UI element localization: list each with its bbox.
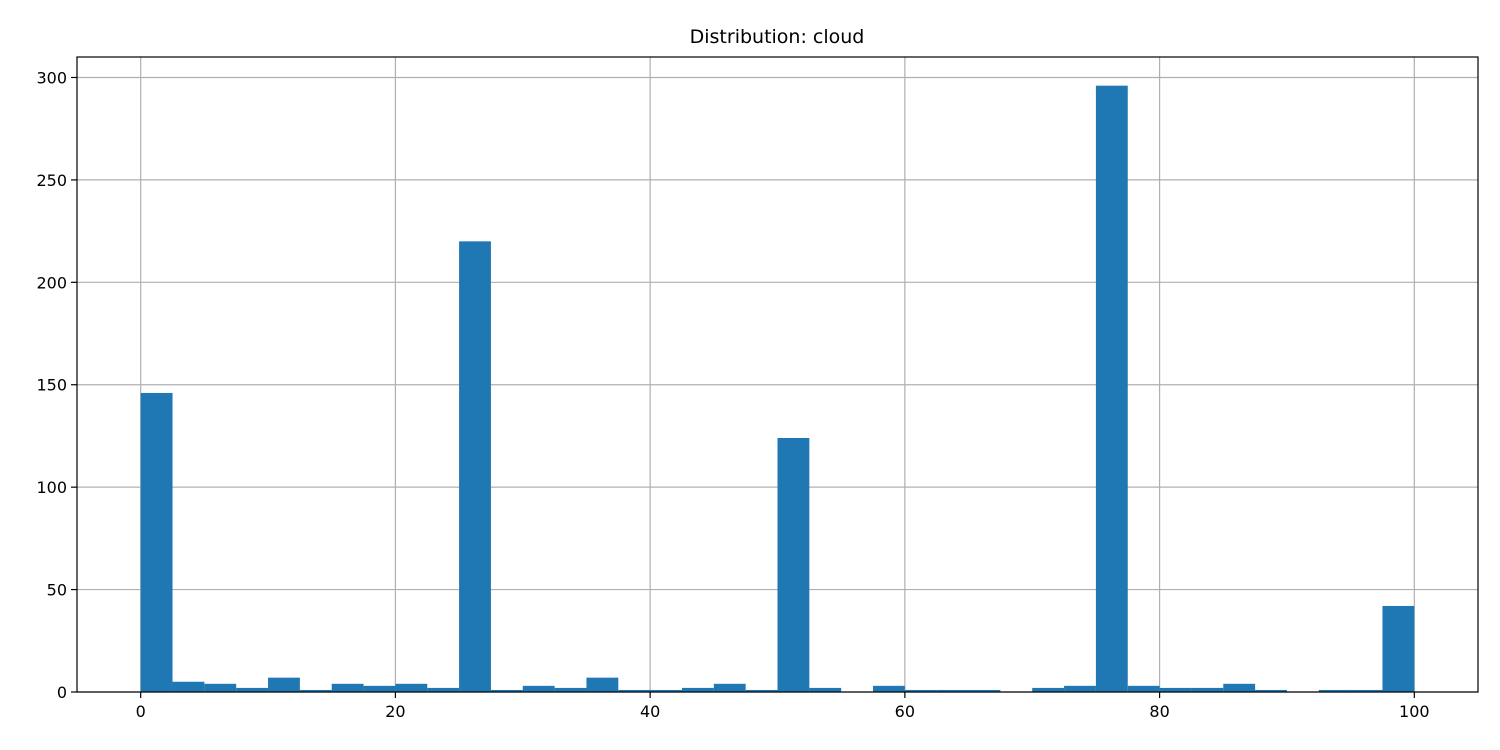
x-axis-ticks: 0 20 40 60 80 100	[136, 692, 1430, 721]
histogram-bar	[1382, 605, 1415, 692]
x-tick-label: 100	[1399, 702, 1430, 721]
y-tick-label: 100	[36, 478, 67, 497]
histogram-bar	[1095, 85, 1128, 692]
histogram-bar	[968, 689, 1001, 692]
histogram-bar	[427, 687, 460, 692]
histogram-bar	[904, 689, 937, 692]
histogram-bar	[745, 689, 778, 692]
histogram-bar	[140, 392, 173, 692]
histogram-bar	[268, 677, 300, 692]
y-tick-label: 250	[36, 171, 67, 190]
histogram-bar	[618, 689, 651, 692]
x-tick-label: 80	[1149, 702, 1169, 721]
x-tick-label: 40	[640, 702, 660, 721]
histogram-bar	[1255, 689, 1287, 692]
histogram-bar	[299, 689, 332, 692]
histogram-bar	[1191, 687, 1224, 692]
histogram-bar	[777, 438, 810, 692]
x-tick-label: 20	[385, 702, 405, 721]
histogram-bar	[873, 685, 905, 692]
histogram-bar	[331, 683, 364, 692]
histogram-bar	[490, 689, 523, 692]
histogram-bar	[681, 687, 714, 692]
histogram-bar	[459, 241, 491, 692]
chart-title: Distribution: cloud	[690, 26, 865, 48]
histogram-bar	[1223, 683, 1256, 692]
histogram-bar	[936, 689, 969, 692]
histogram-bar	[522, 685, 555, 692]
histogram-bar	[1064, 685, 1096, 692]
x-tick-label: 0	[136, 702, 146, 721]
histogram-bars	[140, 85, 1415, 692]
histogram-bar	[236, 687, 269, 692]
histogram-bar	[1318, 689, 1351, 692]
y-tick-label: 300	[36, 68, 67, 87]
histogram-bar	[1159, 687, 1192, 692]
histogram-bar	[809, 687, 842, 692]
histogram-bar	[586, 677, 619, 692]
histogram-bar	[1127, 685, 1160, 692]
x-tick-label: 60	[895, 702, 915, 721]
y-tick-label: 200	[36, 273, 67, 292]
histogram-bar	[1350, 689, 1383, 692]
y-tick-label: 50	[47, 581, 67, 600]
y-tick-label: 0	[57, 683, 67, 702]
y-axis-ticks: 0 50 100 150 200 250 300	[36, 68, 77, 702]
histogram-bar	[204, 683, 237, 692]
histogram-bar	[713, 683, 746, 692]
histogram-bar	[395, 683, 428, 692]
plot-frame	[76, 56, 1479, 693]
histogram-bar	[363, 685, 396, 692]
histogram-bar	[172, 681, 205, 692]
histogram-bar	[554, 687, 587, 692]
histogram-bar	[650, 689, 682, 692]
y-tick-label: 150	[36, 376, 67, 395]
histogram-bar	[1032, 687, 1065, 692]
